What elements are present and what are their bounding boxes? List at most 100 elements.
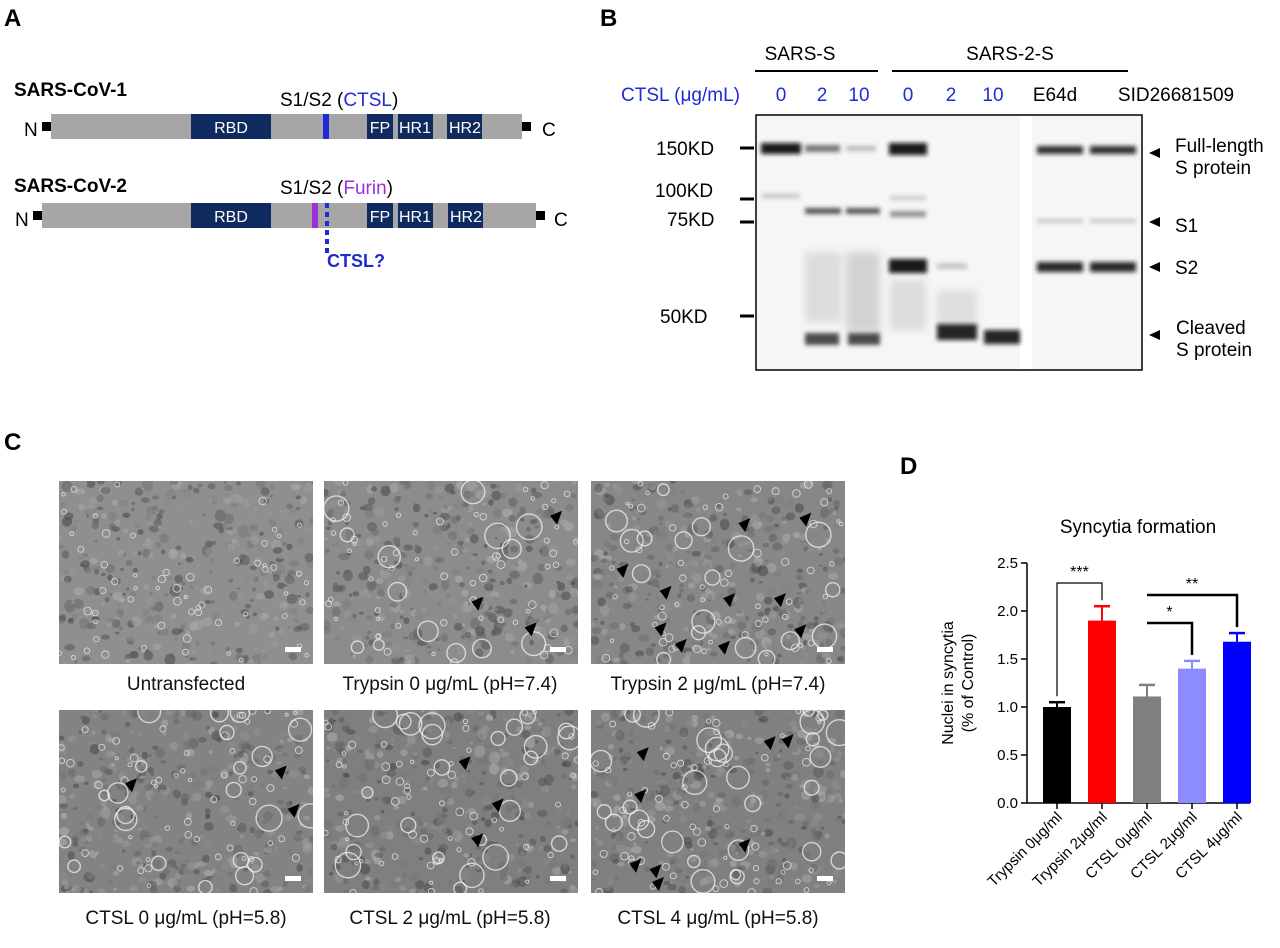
chart-y-tick-label: 1.0 xyxy=(997,699,1018,716)
band-fl-lane8 xyxy=(1090,146,1136,154)
band-s2-lane5 xyxy=(937,263,967,269)
scale-bar xyxy=(817,647,833,652)
syncytium-arrowhead xyxy=(471,833,484,848)
syncytium-arrowhead xyxy=(274,765,287,780)
construct-1-backbone xyxy=(51,114,522,139)
syncytium-arrowhead xyxy=(629,858,642,873)
panel-d-label: D xyxy=(900,453,917,480)
chart-y-tick-label: 2.0 xyxy=(997,603,1018,620)
lane-label-1: 0 xyxy=(776,85,787,106)
syncytium-arrowhead xyxy=(654,622,667,637)
syncytium-arrowhead xyxy=(471,596,484,611)
band-s2-lane8 xyxy=(1090,262,1136,272)
construct-1-hr1-label: HR1 xyxy=(399,120,431,137)
band-100-lane1 xyxy=(762,194,800,198)
syncytia-bar-chart: Syncytia formation Nuclei in syncytia (%… xyxy=(940,517,1251,890)
band-cl-lane3 xyxy=(848,333,880,345)
significance-bracket xyxy=(1147,621,1194,655)
construct-1-fp xyxy=(367,114,393,139)
arrowhead-s1 xyxy=(1149,217,1160,227)
construct-1-hr2 xyxy=(447,114,482,139)
caption-untransfected: Untransfected xyxy=(126,674,246,695)
syncytium-arrowhead xyxy=(763,736,776,751)
micrograph-ctsl-0 xyxy=(59,710,313,893)
construct-2-hr1 xyxy=(398,203,433,228)
construct-1-hr1 xyxy=(398,114,433,139)
group-sars-s: SARS-S xyxy=(765,44,836,65)
syncytium-arrowhead xyxy=(458,756,471,771)
chart-bars xyxy=(1043,604,1251,809)
construct-1-n-terminus: N xyxy=(24,120,38,141)
syncytium-arrowhead xyxy=(634,789,647,804)
syncytium-arrowhead xyxy=(738,518,751,533)
syncytium-arrowhead xyxy=(723,593,736,608)
band-s1-lane2 xyxy=(805,208,841,214)
construct-2-c-cap xyxy=(536,211,545,220)
lane-label-5: 2 xyxy=(946,85,957,106)
lane-label-3: 10 xyxy=(848,85,869,106)
micrograph-trypsin-2 xyxy=(591,481,845,664)
band-s1-lane7 xyxy=(1037,219,1083,223)
chart-axes: 0.0 0.5 1.0 1.5 2.0 2.5 xyxy=(997,555,1250,812)
band-s1-lane8 xyxy=(1090,219,1136,223)
chart-y-tick-label: 1.5 xyxy=(997,651,1018,668)
scale-bar xyxy=(550,876,566,881)
construct-1-c-terminus: C xyxy=(542,120,556,141)
syncytium-arrowhead xyxy=(738,838,751,853)
syncytium-arrowhead xyxy=(616,563,629,578)
construct-2-n-terminus: N xyxy=(15,210,29,231)
micrograph-ctsl-0-image xyxy=(59,710,313,893)
syncytium-arrowhead xyxy=(649,864,662,879)
syncytium-arrowhead xyxy=(773,593,786,608)
syncytium-arrowhead xyxy=(287,803,300,818)
construct-2-n-cap xyxy=(33,211,42,220)
caption-ctsl-4: CTSL 4 μg/mL (pH=5.8) xyxy=(617,908,819,929)
micrograph-trypsin-2-image xyxy=(591,481,845,664)
caption-trypsin-2: Trypsin 2 μg/mL (pH=7.4) xyxy=(610,674,826,695)
band-fl-lane4 xyxy=(889,143,927,155)
construct-1-rbd-label: RBD xyxy=(214,120,248,137)
band-100-lane4 xyxy=(890,196,926,200)
chart-bar xyxy=(1043,707,1071,803)
band-label-cleaved: Cleaved S protein xyxy=(1176,318,1252,361)
significance-label: ** xyxy=(1186,576,1198,593)
band-s2-lane4 xyxy=(889,259,927,273)
construct-2-rbd-label: RBD xyxy=(214,209,248,226)
construct-1-name: SARS-CoV-1 xyxy=(14,80,127,101)
arrowhead-cleaved xyxy=(1149,330,1160,340)
micrograph-untransfected xyxy=(59,481,313,664)
band-label-s2: S2 xyxy=(1175,258,1198,279)
marker-100kd: 100KD xyxy=(655,181,713,202)
band-fl-lane1 xyxy=(761,143,801,154)
chart-y-tick-label: 0.0 xyxy=(997,795,1018,812)
chart-y-tick-label: 0.5 xyxy=(997,747,1018,764)
construct-2-ctsl-question: CTSL? xyxy=(327,251,385,271)
construct-2-fp-label: FP xyxy=(370,209,390,226)
construct-1-site-label: S1/S2 (CTSL) xyxy=(280,90,398,111)
construct-2-hr1-label: HR1 xyxy=(399,209,431,226)
syncytium-arrowhead xyxy=(550,510,563,525)
construct-2-site-label: S1/S2 (Furin) xyxy=(280,178,393,199)
construct-2-furin-site xyxy=(312,203,318,228)
marker-75kd: 75KD xyxy=(667,210,715,231)
chart-significance: ****** xyxy=(1056,564,1239,697)
chart-bar xyxy=(1133,696,1161,803)
chart-y-tick-label: 2.5 xyxy=(997,555,1018,572)
construct-2-c-terminus: C xyxy=(554,210,568,231)
construct-1-hr2-label: HR2 xyxy=(449,120,481,137)
band-label-full-length: Full-length S protein xyxy=(1175,136,1264,179)
arrowhead-full-length xyxy=(1149,148,1160,158)
chart-ylabel-1: Nuclei in syncytia xyxy=(940,621,957,745)
scale-bar xyxy=(285,647,301,652)
band-cl-lane2 xyxy=(805,333,839,345)
construct-1-n-cap xyxy=(42,122,51,131)
caption-trypsin-0: Trypsin 0 μg/mL (pH=7.4) xyxy=(342,674,558,695)
construct-2-fp xyxy=(367,203,393,228)
panel-b-label: B xyxy=(600,5,617,32)
band-fl-lane7 xyxy=(1037,146,1083,154)
smear-lane2 xyxy=(805,252,841,322)
lane-label-8: SID26681509 xyxy=(1118,85,1234,106)
significance-label: *** xyxy=(1070,564,1089,581)
band-s1-lane3 xyxy=(846,208,880,214)
